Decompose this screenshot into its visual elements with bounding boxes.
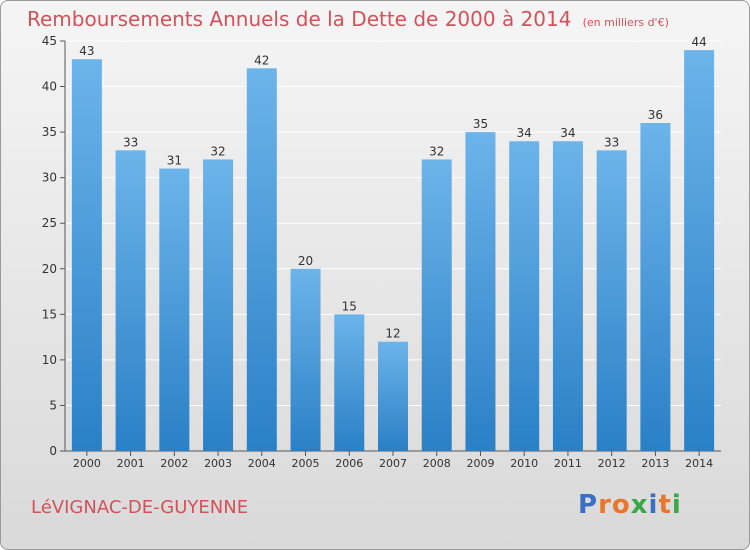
bar-2008 (421, 159, 452, 451)
x-tick-label: 2012 (598, 457, 626, 470)
logo-letter: t (658, 490, 672, 520)
x-tick-label: 2014 (685, 457, 713, 470)
chart-title-block: Remboursements Annuels de la Dette de 20… (27, 7, 669, 31)
y-tick-label: 5 (49, 398, 57, 412)
x-tick-label: 2009 (466, 457, 494, 470)
bar-2002 (159, 168, 190, 452)
y-tick-label: 10 (42, 353, 57, 367)
bar-value-label: 33 (123, 135, 138, 149)
x-tick-label: 2005 (292, 457, 320, 470)
logo-letter: i (671, 490, 682, 520)
proxiti-logo: Proxiti (578, 490, 682, 520)
bar-value-label: 15 (342, 299, 357, 313)
y-tick-label: 20 (42, 262, 57, 276)
labels: 0 5 10 15 20 25 30 35 40 45 43 2000 33 2001 31 2002 32 20… (42, 34, 713, 470)
logo-letter: x (630, 490, 649, 520)
x-tick-label: 2003 (204, 457, 232, 470)
chart-unit: (en milliers d'€) (582, 16, 669, 29)
bar-value-label: 32 (210, 144, 225, 158)
y-tick-label: 15 (42, 307, 57, 321)
bar-2012 (596, 150, 627, 452)
bar-value-label: 32 (429, 144, 444, 158)
bar-value-label: 43 (79, 44, 94, 58)
x-tick-label: 2001 (117, 457, 145, 470)
y-tick-label: 30 (42, 171, 57, 185)
x-tick-label: 2010 (510, 457, 538, 470)
logo-letter: P (578, 490, 599, 520)
bar-value-label: 36 (648, 108, 663, 122)
bar-2011 (552, 141, 583, 451)
x-tick-label: 2006 (335, 457, 363, 470)
bars (71, 50, 715, 452)
y-tick-label: 35 (42, 125, 57, 139)
bar-value-label: 42 (254, 53, 269, 67)
y-tick-label: 0 (49, 444, 57, 458)
bar-2007 (378, 341, 408, 451)
bar-2003 (203, 159, 234, 451)
bar-2001 (115, 150, 146, 452)
y-tick-label: 25 (42, 216, 57, 230)
bar-2009 (465, 132, 496, 451)
chart-title: Remboursements Annuels de la Dette de 20… (27, 7, 572, 31)
bar-2005 (290, 268, 321, 451)
logo-letter: r (598, 490, 612, 520)
y-tick-label: 45 (42, 34, 57, 48)
bar-2014 (684, 50, 715, 451)
x-tick-label: 2013 (641, 457, 669, 470)
bar-2006 (334, 314, 365, 451)
x-tick-label: 2011 (554, 457, 582, 470)
x-tick-label: 2008 (423, 457, 451, 470)
logo-letter: i (648, 490, 659, 520)
y-tick-label: 40 (42, 80, 57, 94)
bar-value-label: 35 (473, 117, 488, 131)
bar-2004 (246, 68, 277, 451)
bar-value-label: 34 (517, 126, 532, 140)
bar-2010 (509, 141, 540, 451)
x-tick-label: 2007 (379, 457, 407, 470)
bar-value-label: 20 (298, 254, 313, 268)
bar-value-label: 31 (167, 154, 182, 168)
x-tick-label: 2002 (160, 457, 188, 470)
commune-name: LéVIGNAC-DE-GUYENNE (31, 497, 249, 518)
bar-2000 (71, 59, 102, 451)
x-tick-label: 2000 (73, 457, 101, 470)
logo-letter: o (611, 490, 631, 520)
bar-2013 (640, 123, 671, 451)
bar-value-label: 33 (604, 135, 619, 149)
bar-value-label: 44 (691, 35, 706, 49)
x-tick-label: 2004 (248, 457, 276, 470)
bar-value-label: 34 (560, 126, 575, 140)
bar-value-label: 12 (385, 327, 400, 341)
